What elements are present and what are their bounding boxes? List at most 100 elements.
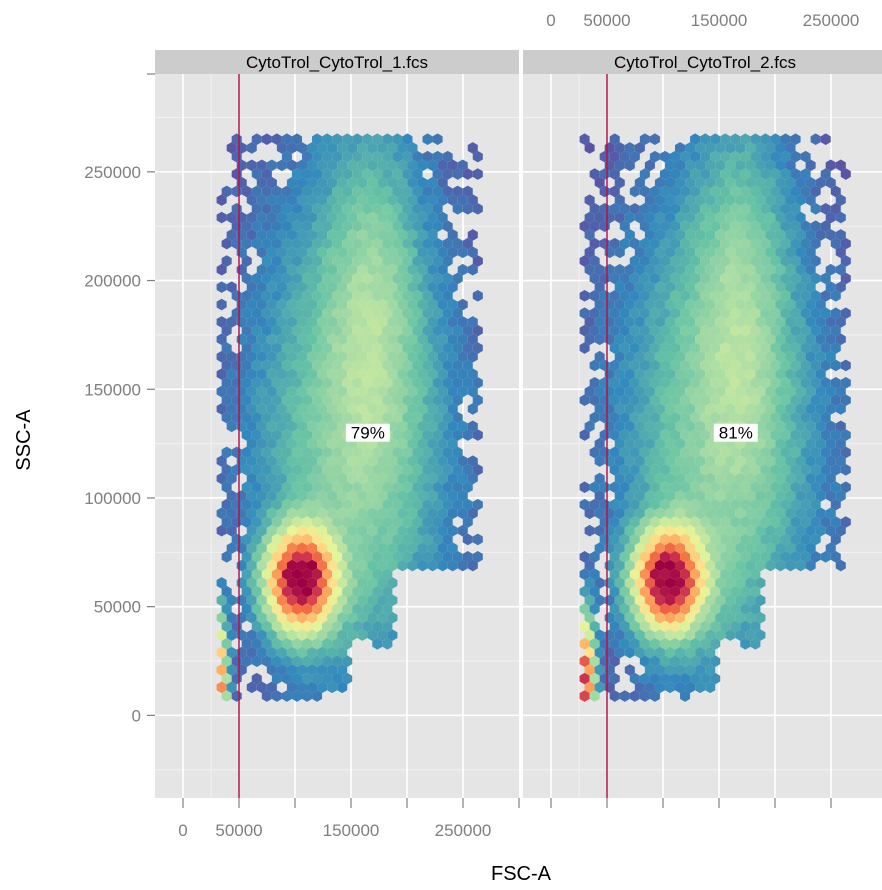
hex-cell <box>422 220 433 233</box>
hex-cell <box>609 638 620 650</box>
hex-cell <box>584 664 595 676</box>
hex-cell <box>745 455 756 467</box>
hex-cell <box>307 664 318 676</box>
hex-cell <box>775 507 786 520</box>
hex-cell <box>685 281 696 293</box>
hex-cell <box>639 359 650 372</box>
hex-cell <box>584 681 595 694</box>
hex-cell <box>619 568 630 581</box>
hex-cell <box>241 272 252 285</box>
hex-cell <box>301 220 313 233</box>
hex-cell <box>342 481 353 494</box>
hex-cell <box>755 194 766 206</box>
hex-cell <box>760 411 771 424</box>
hex-cell <box>322 568 333 581</box>
hex-cell <box>735 577 746 589</box>
hex-cell <box>669 411 681 424</box>
hex-cell <box>216 577 227 589</box>
hex-cell <box>700 394 711 407</box>
hex-cell <box>730 377 741 389</box>
hex-cell <box>765 211 776 224</box>
hex-cell <box>654 472 665 485</box>
hex-cell <box>301 603 313 615</box>
hex-cell <box>221 377 232 389</box>
hex-cell <box>710 168 721 180</box>
hex-cell <box>639 585 650 598</box>
hex-cell <box>664 298 676 311</box>
hex-cell <box>700 133 711 146</box>
hex-cell <box>261 411 272 424</box>
hex-cell <box>387 420 398 433</box>
hex-cell <box>675 611 686 624</box>
hex-cell <box>760 446 771 459</box>
hex-cell <box>830 551 841 563</box>
hex-cell <box>675 437 686 450</box>
hex-cell <box>680 655 691 668</box>
hex-cell <box>735 211 746 224</box>
hex-cell <box>352 359 363 372</box>
hex-cell <box>312 359 323 372</box>
hex-cell <box>765 524 776 537</box>
hex-cell <box>307 559 318 572</box>
hex-cell <box>402 133 413 146</box>
hex-cell <box>276 611 287 624</box>
hex-cell <box>216 681 227 694</box>
hex-cell <box>437 246 448 259</box>
hex-cell <box>785 403 796 415</box>
hex-cell <box>251 672 262 685</box>
hex-cell <box>619 464 630 476</box>
hex-cell <box>241 394 252 407</box>
hex-cell <box>685 611 696 624</box>
hex-cell <box>372 377 383 389</box>
hex-cell <box>745 263 756 276</box>
hex-cell <box>760 498 771 511</box>
hex-cell <box>609 481 620 494</box>
hex-cell <box>367 507 378 520</box>
hex-cell <box>266 263 277 276</box>
hex-cell <box>322 551 333 563</box>
hex-cell <box>690 516 701 528</box>
hex-cell <box>427 472 438 485</box>
hex-cell <box>830 290 841 302</box>
hex-cell <box>472 324 483 337</box>
hex-cell <box>337 577 348 589</box>
hex-cell <box>725 211 736 224</box>
hex-cell <box>705 159 716 172</box>
hex-cell <box>695 159 706 172</box>
hex-cell <box>589 498 600 511</box>
gate-label-background-2 <box>713 423 758 442</box>
hex-cell <box>695 368 706 380</box>
hex-cell <box>467 350 478 363</box>
hex-cell <box>800 324 811 337</box>
hex-cell <box>357 455 368 467</box>
hex-cell <box>427 490 438 502</box>
hex-cell <box>352 446 363 459</box>
hex-cell <box>372 150 383 163</box>
hex-cell <box>730 498 741 511</box>
hex-cell <box>735 629 746 641</box>
hex-cell <box>710 237 721 250</box>
hex-cell <box>312 568 323 581</box>
hex-cell <box>644 403 655 415</box>
hex-cell <box>347 577 358 589</box>
hex-cell <box>800 150 811 163</box>
hex-cell <box>286 594 297 607</box>
hex-cell <box>256 542 267 554</box>
hex-cell <box>690 481 701 494</box>
hex-cell <box>725 524 736 537</box>
hex-cell <box>685 455 696 467</box>
hex-cell <box>669 620 681 633</box>
hex-cell <box>266 507 277 520</box>
hex-cell <box>357 594 368 607</box>
hex-cell <box>437 176 448 189</box>
hex-cell <box>422 429 433 441</box>
hex-cell <box>629 638 640 650</box>
hex-cell <box>589 690 600 702</box>
hex-cell <box>664 316 676 328</box>
hex-cell <box>402 272 413 285</box>
hex-cell <box>654 350 665 363</box>
hex-cell <box>372 220 383 233</box>
hex-cell <box>750 498 761 511</box>
hex-cell <box>840 516 851 528</box>
hex-cell <box>740 203 751 215</box>
